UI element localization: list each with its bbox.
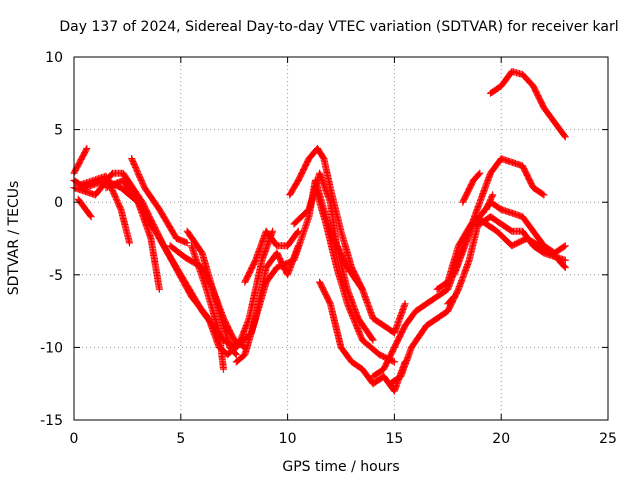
series-track-15	[311, 184, 398, 366]
series-track-5	[76, 172, 133, 247]
series-track-12	[241, 227, 302, 286]
data-point	[294, 242, 302, 250]
data-point	[232, 351, 240, 359]
grid-layer	[74, 57, 608, 420]
data-point	[561, 256, 569, 264]
data-point	[475, 170, 483, 178]
data-point	[87, 213, 95, 221]
data-point	[539, 190, 547, 198]
data-point	[489, 191, 497, 199]
data-point	[485, 200, 493, 208]
x-axis-title: GPS time / hours	[282, 459, 399, 475]
series-track-7	[128, 155, 191, 247]
data-point	[183, 239, 191, 247]
series-track-9	[183, 227, 240, 359]
data-point	[368, 335, 376, 343]
y-axis-title: SDTVAR / TECUs	[6, 181, 22, 296]
y-tick-label: 0	[54, 195, 63, 211]
y-tick-label: 10	[45, 50, 63, 66]
series-track-6	[102, 176, 163, 293]
data-point	[116, 204, 124, 212]
data-point	[561, 264, 569, 271]
data-point	[220, 365, 227, 373]
data-point	[155, 285, 163, 293]
data-point	[560, 262, 568, 270]
series-track-14	[290, 169, 377, 344]
plot-frame	[73, 56, 609, 421]
y-tick-label: -5	[49, 268, 63, 284]
data-point	[449, 294, 457, 302]
data-point	[488, 192, 496, 200]
data-point	[561, 133, 569, 141]
series-track-23	[482, 191, 497, 213]
y-tick-label: 5	[54, 123, 63, 139]
data-point	[561, 242, 569, 250]
data-point	[369, 336, 377, 344]
series-track-22	[459, 169, 484, 206]
series-track-24	[487, 68, 569, 141]
data-point	[450, 293, 458, 301]
data-point	[293, 228, 301, 236]
x-tick-label: 15	[385, 431, 403, 447]
series-track-10	[188, 242, 227, 373]
y-tick-label: -15	[40, 413, 63, 429]
data-point	[560, 132, 568, 140]
data-point	[401, 300, 409, 308]
data-point	[86, 212, 94, 219]
series-track-20	[450, 213, 569, 279]
tick-layer	[73, 56, 609, 421]
series-track-3	[70, 145, 91, 177]
data-point	[82, 146, 90, 154]
data-point	[83, 145, 91, 152]
x-tick-label: 5	[176, 431, 185, 447]
series-track-21	[444, 293, 458, 308]
x-tick-label: 25	[599, 431, 617, 447]
series-track-18	[386, 198, 569, 388]
data-point	[294, 227, 302, 235]
x-tick-label: 0	[70, 431, 79, 447]
data-point	[476, 169, 484, 177]
y-tick-label: -10	[40, 340, 63, 356]
chart-title: Day 137 of 2024, Sidereal Day-to-day VTE…	[59, 19, 618, 35]
data-point	[126, 239, 133, 247]
data-point	[390, 358, 398, 366]
series-track-2	[70, 169, 277, 359]
series-track-11	[232, 242, 302, 366]
series-track-4	[74, 195, 95, 221]
x-tick-label: 20	[492, 431, 510, 447]
tick-label-layer: 0 5 10 15 20 25 -15 -10 -5 0 5 10	[40, 50, 617, 447]
data-point	[130, 160, 138, 168]
data-point	[560, 243, 568, 251]
x-tick-label: 10	[279, 431, 297, 447]
data-point	[231, 350, 239, 358]
data-layer	[70, 68, 569, 395]
data-point	[540, 191, 548, 199]
series-track-13	[286, 145, 409, 337]
data-point	[269, 227, 277, 235]
